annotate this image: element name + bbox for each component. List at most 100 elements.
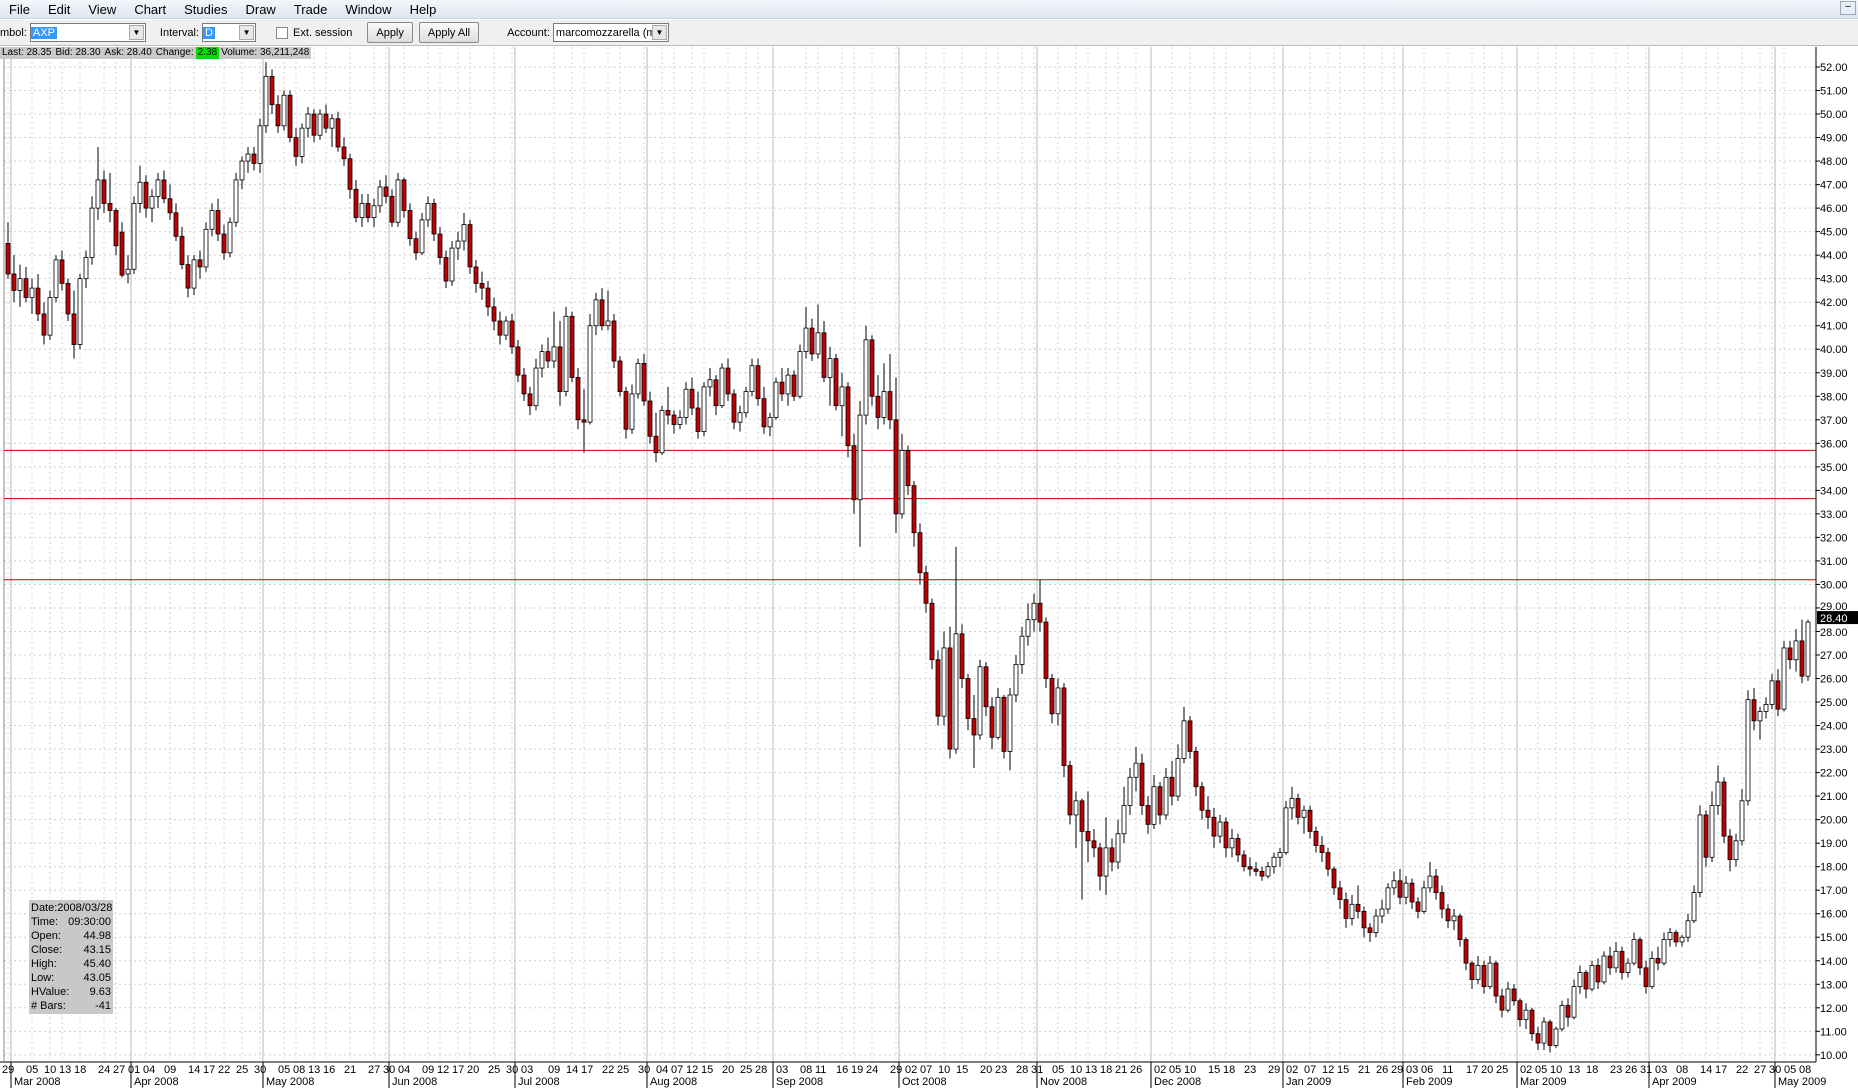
chevron-down-icon[interactable]: ▼ [128, 25, 144, 40]
menu-window[interactable]: Window [345, 1, 392, 17]
minimize-button[interactable]: – [1840, 1, 1856, 15]
quote-status-bar: Last: 28.35 Bid: 28.30 Ask: 28.40 Change… [0, 47, 312, 59]
y-tick-label: 21.00 [1820, 791, 1848, 803]
symbol-combo[interactable]: AXP ▼ [29, 23, 146, 42]
candle [1343, 892, 1349, 928]
candle-body [1739, 800, 1745, 842]
candle [113, 208, 119, 256]
candle-body [125, 268, 131, 275]
candle-body [689, 388, 695, 409]
month-label: Jan 2009 [1286, 1076, 1331, 1088]
candle [377, 179, 383, 213]
candle [221, 224, 227, 260]
y-tick-label: 14.00 [1820, 956, 1848, 968]
x-tick-label: 07 [920, 1064, 932, 1076]
candle [1757, 706, 1763, 740]
candle-body [113, 210, 119, 247]
candle [455, 231, 461, 260]
candle-body [1133, 762, 1139, 778]
candle [1181, 706, 1187, 764]
chevron-down-icon[interactable]: ▼ [651, 25, 667, 40]
candle-body [551, 346, 557, 362]
menu-file[interactable]: File [9, 1, 30, 17]
account-combo[interactable]: marcomozzarella (ma ▼ [552, 23, 669, 42]
candle-body [611, 320, 617, 362]
menu-trade[interactable]: Trade [293, 1, 328, 17]
candle-body [1697, 814, 1703, 893]
candle [1049, 673, 1055, 724]
menu-chart[interactable]: Chart [134, 1, 167, 17]
candle [1799, 619, 1805, 684]
candle [767, 412, 773, 437]
candle-body [521, 374, 527, 395]
candle [857, 400, 863, 547]
candle-body [1523, 1009, 1529, 1020]
last-price: Last: 28.35 [2, 47, 52, 58]
candle [263, 62, 269, 133]
price-chart[interactable]: 52.00 51.00 50.00 49.00 48.00 47.00 46.00 45.00… [0, 47, 1858, 1088]
interval-combo[interactable]: D ▼ [202, 23, 257, 42]
candle-body [671, 414, 677, 425]
candle [971, 694, 977, 768]
menu-help[interactable]: Help [409, 1, 437, 17]
candle-body [287, 94, 293, 138]
candle-body [1193, 751, 1199, 788]
x-tick-label: 05 [1169, 1064, 1181, 1076]
candle-body [107, 203, 113, 211]
candle [893, 377, 899, 533]
candle-body [893, 419, 899, 515]
candle [629, 384, 635, 434]
candle [833, 353, 839, 411]
candle-body [989, 706, 995, 738]
x-tick-label: 29 [1391, 1064, 1403, 1076]
candle [1511, 984, 1517, 1006]
info-label: # Bars: [31, 1000, 66, 1012]
candle [863, 325, 869, 425]
candle-body [1547, 1021, 1553, 1046]
ext-session-checkbox[interactable] [276, 26, 289, 39]
candle [731, 389, 737, 430]
apply-all-button[interactable]: Apply All [418, 22, 480, 43]
interval-value: D [203, 26, 215, 39]
candle [587, 313, 593, 425]
candle [1319, 836, 1325, 862]
candle [593, 292, 599, 336]
x-tick-label: 18 [1223, 1064, 1235, 1076]
candle-body [575, 377, 581, 421]
candle [275, 95, 281, 133]
month-label: Nov 2008 [1040, 1076, 1087, 1088]
candle-body [1517, 1000, 1523, 1020]
candle-body [395, 179, 401, 223]
candle [1703, 810, 1709, 867]
candle-body [1205, 809, 1211, 818]
candle [437, 226, 443, 265]
candle [983, 662, 989, 717]
candle [1061, 683, 1067, 778]
candle-body [953, 633, 959, 750]
x-tick-label: 15 [1337, 1064, 1349, 1076]
candle [431, 198, 437, 242]
candle-body [803, 327, 809, 352]
menu-edit[interactable]: Edit [47, 1, 71, 17]
menu-studies[interactable]: Studies [184, 1, 228, 17]
month-label: Apr 2009 [1652, 1076, 1697, 1088]
candle [1055, 678, 1061, 726]
apply-button[interactable]: Apply [367, 22, 413, 43]
y-tick-label: 48.00 [1820, 156, 1848, 168]
candle [527, 386, 533, 416]
x-tick-label: 03 [1655, 1064, 1667, 1076]
candle [1685, 913, 1691, 942]
menu-view[interactable]: View [88, 1, 117, 17]
menu-draw[interactable]: Draw [245, 1, 276, 17]
candle-body [203, 228, 209, 268]
candle-body [1385, 887, 1391, 910]
info-value: 44.98 [83, 930, 111, 942]
candle [953, 546, 959, 754]
chevron-down-icon[interactable]: ▼ [239, 25, 255, 40]
x-tick-label: 23 [1610, 1064, 1622, 1076]
candle [1643, 960, 1649, 994]
candle [1673, 930, 1679, 947]
candle [167, 184, 173, 220]
candle-body [869, 339, 875, 397]
x-tick-label: 22 [1736, 1064, 1748, 1076]
